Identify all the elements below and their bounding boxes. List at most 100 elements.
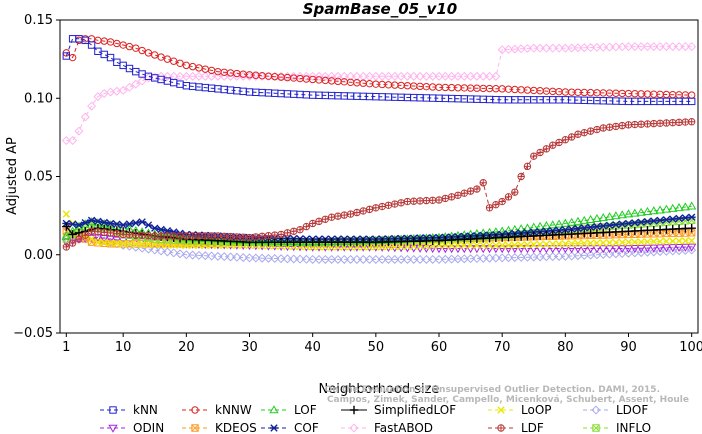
data-point (681, 118, 690, 126)
data-point (81, 231, 89, 239)
data-point (454, 241, 462, 250)
data-point (346, 254, 356, 264)
data-point (649, 247, 659, 257)
data-point (68, 239, 77, 247)
data-point (150, 245, 160, 255)
data-point (87, 216, 96, 225)
data-point (605, 239, 614, 247)
legend-item: kNN (100, 403, 158, 417)
data-point (333, 254, 343, 264)
x-tick-label: 30 (241, 340, 258, 355)
data-point (365, 243, 374, 251)
series-line (66, 205, 692, 243)
legend-marker (108, 424, 118, 433)
data-point (175, 249, 185, 259)
data-point (598, 42, 608, 52)
legend-marker (191, 406, 199, 414)
data-point (586, 239, 595, 247)
data-point (157, 53, 165, 61)
data-point (529, 252, 539, 262)
data-point (138, 70, 146, 78)
data-point (157, 225, 166, 234)
data-point (137, 76, 147, 86)
data-point (637, 120, 645, 128)
data-point (238, 253, 248, 263)
data-point (181, 250, 191, 260)
data-point (440, 254, 450, 264)
data-point (125, 231, 134, 239)
data-point (681, 237, 690, 245)
data-point (511, 241, 519, 249)
data-point (87, 227, 96, 235)
data-point (144, 49, 153, 57)
data-point (138, 240, 146, 248)
data-point (213, 71, 223, 81)
data-point (655, 205, 665, 214)
data-point (599, 124, 607, 132)
data-point (239, 233, 247, 241)
data-point (624, 121, 633, 129)
data-point (631, 120, 639, 129)
data-point (308, 219, 317, 228)
data-point (106, 53, 115, 62)
data-point (650, 237, 658, 246)
data-point (428, 71, 438, 81)
data-point (668, 246, 678, 256)
data-point (661, 42, 671, 52)
data-point (618, 238, 626, 247)
data-point (630, 245, 640, 254)
data-point (377, 254, 387, 264)
data-point (124, 82, 134, 92)
data-point (447, 254, 457, 264)
data-point (680, 243, 691, 252)
plot-area (61, 35, 697, 264)
data-point (270, 253, 280, 264)
data-point (163, 55, 172, 63)
data-point (188, 250, 198, 260)
data-point (598, 213, 608, 222)
legend-marker (592, 424, 600, 432)
data-point (415, 254, 425, 264)
data-point (378, 202, 386, 211)
data-point (485, 241, 494, 250)
data-point (339, 254, 349, 264)
data-point (675, 118, 683, 126)
data-point (353, 208, 361, 217)
data-point (649, 206, 659, 215)
data-point (541, 245, 552, 254)
data-point (81, 36, 89, 45)
data-point (402, 71, 412, 81)
data-point (252, 233, 260, 241)
data-point (478, 71, 488, 81)
data-point (573, 43, 583, 53)
data-point (377, 71, 387, 81)
data-point (188, 71, 198, 81)
data-point (100, 218, 109, 227)
data-point (624, 248, 634, 258)
data-point (264, 232, 273, 240)
data-point (113, 230, 121, 238)
data-point (593, 239, 601, 247)
data-point (542, 145, 551, 153)
x-axis: 1 10 20 30 40 50 60 70 80 90 100 (62, 333, 702, 355)
data-point (580, 239, 588, 248)
legend-item: INFLO (583, 421, 651, 434)
data-point (567, 133, 576, 141)
data-point (623, 209, 634, 218)
data-point (157, 232, 165, 240)
y-axis-label: Adjusted AP (5, 137, 20, 215)
data-point (611, 249, 621, 259)
legend-marker (497, 406, 505, 414)
data-point (132, 240, 140, 248)
data-point (397, 242, 405, 250)
y-tick-label: 0.00 (24, 248, 53, 263)
data-point (630, 42, 640, 52)
data-point (132, 44, 140, 52)
data-point (321, 215, 330, 223)
data-point (421, 71, 431, 81)
data-point (592, 42, 602, 52)
data-point (636, 248, 646, 258)
legend-item: LDF (488, 421, 544, 434)
data-point (541, 252, 551, 262)
